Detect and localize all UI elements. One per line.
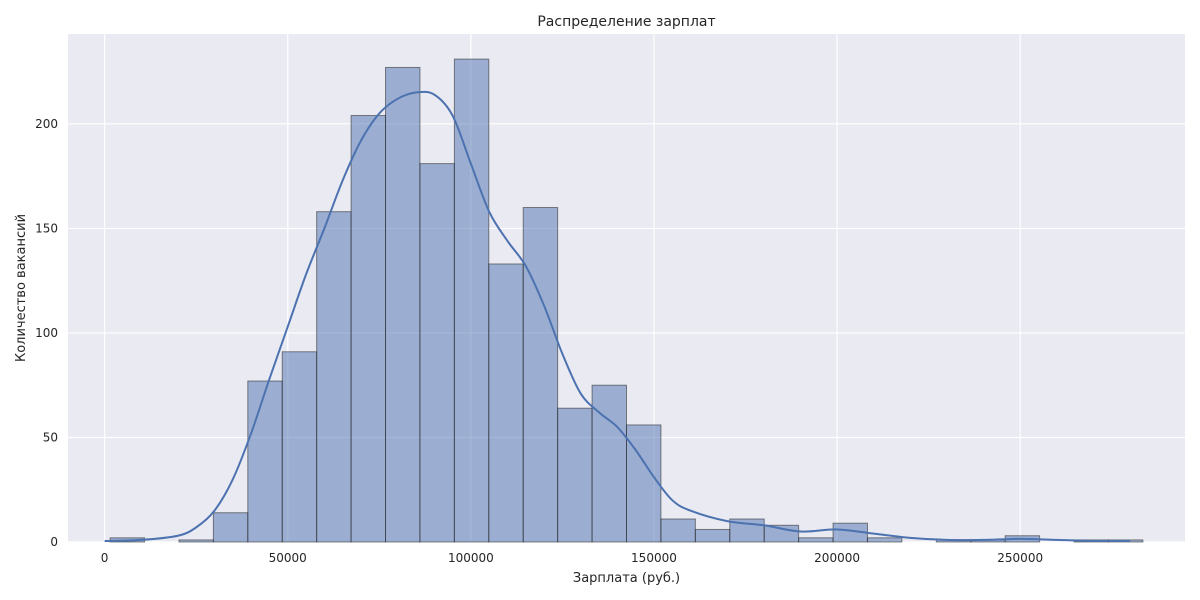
histogram-bar	[212, 512, 249, 543]
y-axis-label: Количество вакансий	[14, 214, 29, 362]
x-tick-label: 100000	[448, 551, 494, 565]
histogram-bar	[626, 424, 662, 543]
histogram-bar	[866, 537, 903, 543]
chart-title: Распределение зарплат	[537, 14, 715, 30]
y-tick-label: 100	[35, 326, 58, 340]
histogram-bar	[385, 66, 421, 543]
y-tick-label: 200	[35, 117, 58, 131]
kde-curve	[104, 90, 1131, 543]
histogram-bar	[660, 518, 696, 543]
histogram-bar	[453, 58, 490, 543]
x-axis-label: Зарплата (руб.)	[573, 571, 680, 586]
histogram-bar	[557, 407, 593, 543]
histogram-bar	[488, 263, 524, 543]
y-tick-label: 50	[43, 430, 58, 444]
x-tick-label: 150000	[631, 551, 677, 565]
x-tick-label: 0	[101, 551, 109, 565]
y-tick-label: 150	[35, 221, 58, 235]
x-tick-label: 50000	[269, 551, 307, 565]
y-tick-labels: 0 50 100 150 200	[35, 117, 58, 549]
histogram-bars	[109, 58, 1144, 543]
histogram-bar	[798, 537, 834, 543]
x-tick-label: 200000	[814, 551, 860, 565]
histogram-bar	[419, 163, 455, 543]
histogram-bar	[281, 351, 318, 543]
histogram-bar	[522, 207, 559, 543]
histogram-bar	[178, 539, 214, 543]
y-tick-label: 0	[50, 535, 58, 549]
x-tick-labels: 0 50000 100000 150000 200000 250000	[101, 551, 1043, 565]
histogram-bar	[316, 211, 352, 543]
histogram-bar	[591, 384, 627, 543]
histogram-bar	[694, 528, 731, 543]
x-tick-label: 250000	[997, 551, 1043, 565]
histogram-bar	[350, 115, 387, 543]
histogram-bar	[247, 380, 283, 543]
